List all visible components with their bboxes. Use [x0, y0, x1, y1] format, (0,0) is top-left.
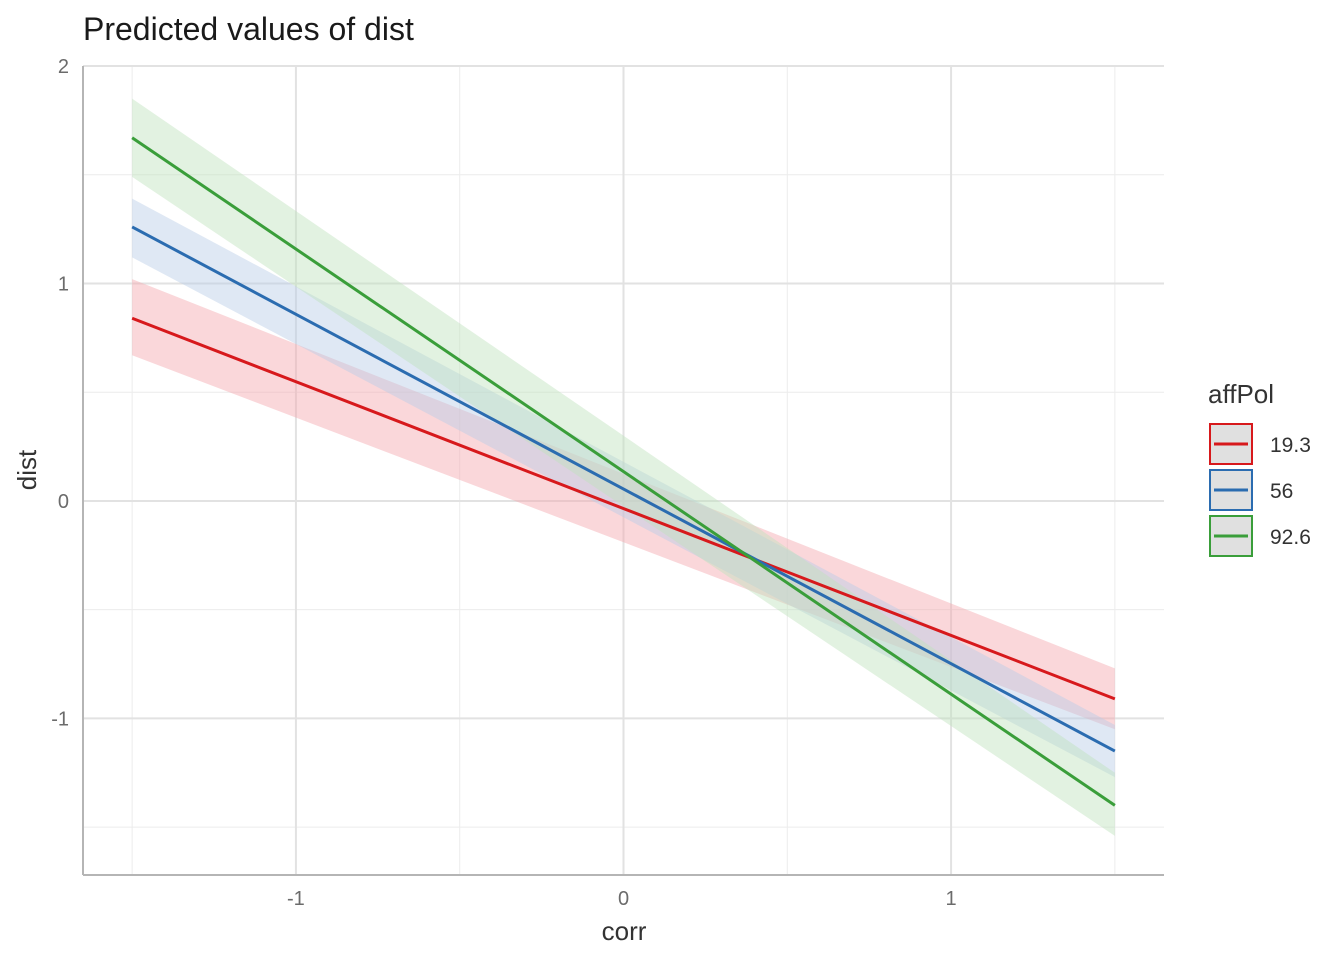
x-tick-label: -1 — [287, 888, 305, 910]
series-line — [131, 316, 1116, 701]
y-axis-label: dist — [12, 449, 42, 490]
y-tick-label: 1 — [58, 273, 69, 295]
axes — [82, 66, 1164, 876]
legend-label: 92.6 — [1270, 526, 1311, 549]
chart-title: Predicted values of dist — [83, 11, 414, 47]
legend-label: 19.3 — [1270, 434, 1311, 457]
x-tick-label: 1 — [946, 888, 957, 910]
tick-labels: -1 0 1 -1 0 1 2 — [51, 56, 956, 910]
x-axis-label: corr — [602, 916, 647, 946]
y-tick-label: 2 — [58, 56, 69, 78]
series-line — [131, 225, 1116, 753]
grid — [83, 65, 1164, 875]
x-tick-label: 0 — [618, 888, 629, 910]
y-tick-label: -1 — [51, 708, 69, 730]
legend: affPol 19.3 56 92.6 — [1208, 379, 1311, 557]
legend-title: affPol — [1208, 379, 1274, 409]
confidence-band — [132, 98, 1115, 836]
confidence-band — [132, 279, 1115, 730]
legend-label: 56 — [1270, 480, 1293, 503]
series-line — [131, 136, 1116, 807]
series-lines — [131, 136, 1116, 807]
y-tick-label: 0 — [58, 491, 69, 513]
